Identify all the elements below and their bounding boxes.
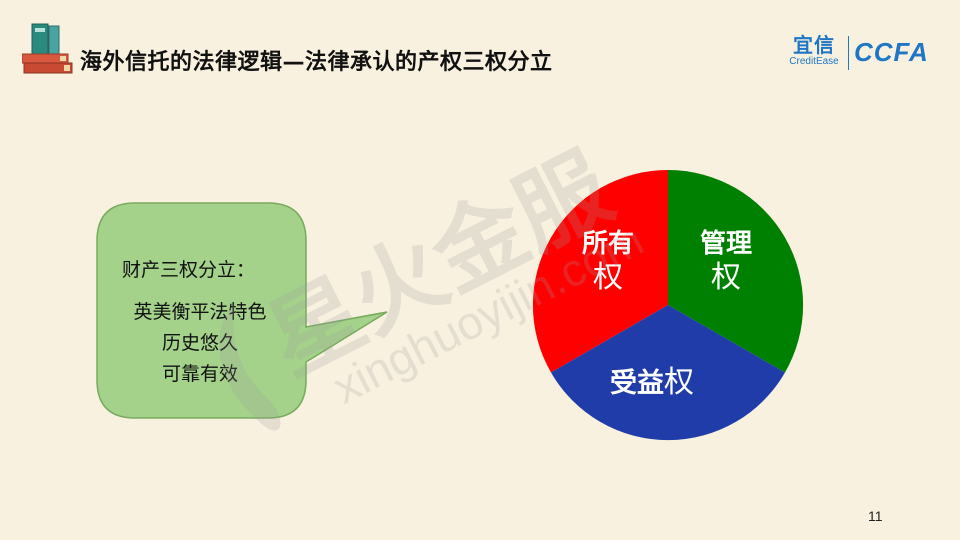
pie-label-beneficiary: 受益权 — [610, 365, 694, 402]
callout-line: 可靠有效 — [161, 363, 238, 385]
ccfa-logo: CCFA — [854, 37, 929, 67]
pie-segment-ownership — [532, 169, 668, 373]
pie-label-line: 权 — [593, 260, 623, 295]
pie-label-management: 管理 权 — [686, 228, 766, 296]
page-title: 海外信托的法律逻辑—法律承认的产权三权分立 — [80, 50, 553, 75]
callout-line: 英美衡平法特色 — [133, 301, 267, 323]
pie-label-line: 受益 — [610, 368, 664, 399]
logo-divider — [848, 36, 849, 70]
pie-label-line: 权 — [711, 260, 741, 295]
callout-heading: 财产三权分立： — [122, 259, 256, 281]
pie-label-line: 管理 — [699, 229, 752, 259]
creditease-logo-en: CreditEase — [789, 56, 839, 67]
books-icon — [22, 23, 73, 74]
pie-label-line: 所有 — [581, 229, 634, 259]
pie-label-line: 权 — [664, 365, 694, 400]
logo-group: 宜信 CreditEase CCFA — [784, 34, 936, 74]
callout-line: 历史悠久 — [161, 332, 238, 354]
page-number: 11 — [868, 508, 883, 524]
pie-segment-management — [668, 169, 804, 373]
creditease-logo: 宜信 CreditEase — [784, 34, 844, 68]
creditease-logo-cn: 宜信 — [793, 33, 835, 57]
pie-segment-beneficiary — [551, 305, 785, 441]
pie-label-ownership: 所有 权 — [568, 228, 648, 296]
